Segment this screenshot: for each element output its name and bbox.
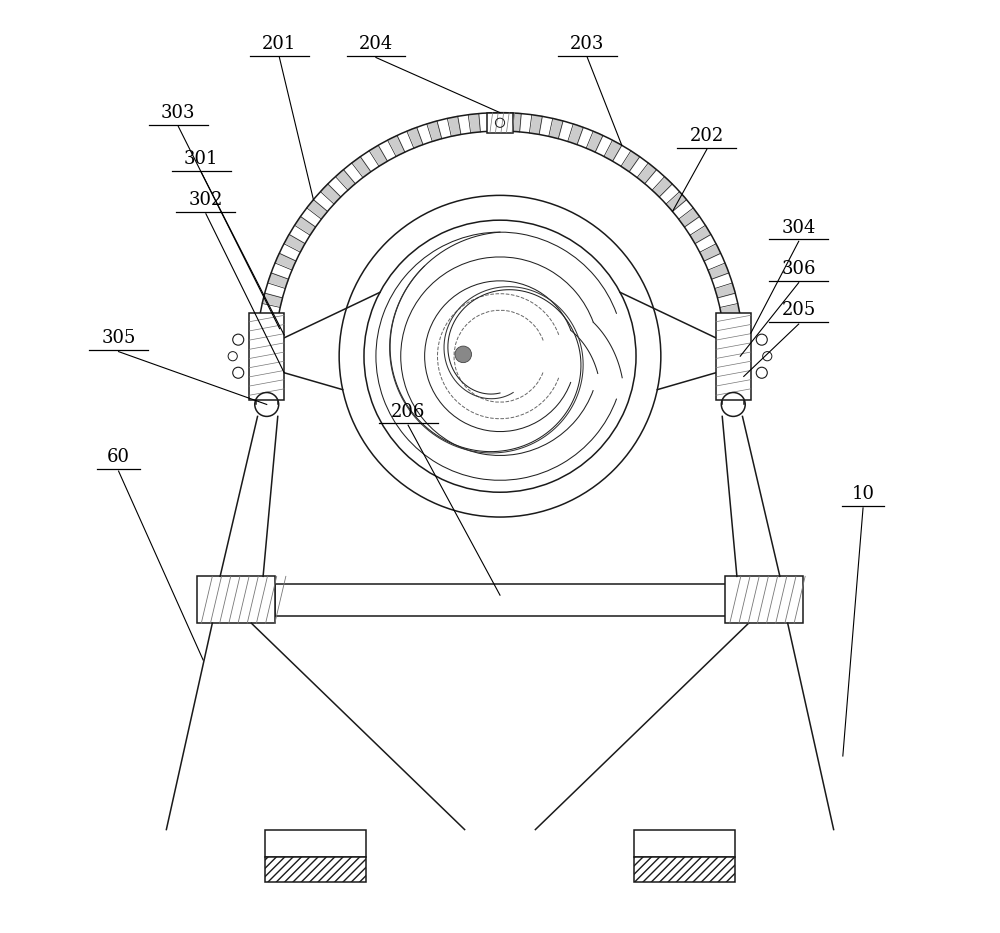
Polygon shape [289,226,310,244]
Polygon shape [360,151,379,172]
Polygon shape [313,191,334,212]
Text: 301: 301 [184,150,219,168]
Polygon shape [637,163,657,184]
Polygon shape [712,273,732,288]
Polygon shape [271,263,292,279]
Text: 203: 203 [570,35,605,53]
Polygon shape [369,146,387,166]
Polygon shape [479,113,490,132]
Polygon shape [260,303,280,317]
Polygon shape [700,244,721,261]
Polygon shape [328,176,348,197]
Polygon shape [529,115,542,134]
Polygon shape [268,273,288,288]
Polygon shape [417,124,432,145]
Polygon shape [257,325,277,337]
Bar [265,857,366,882]
Bar [265,829,366,857]
Polygon shape [723,325,743,337]
Polygon shape [539,117,553,136]
Polygon shape [621,151,640,172]
Text: 204: 204 [359,35,393,53]
Polygon shape [265,283,285,298]
Bar [634,829,735,857]
Polygon shape [458,115,471,134]
Text: 10: 10 [852,485,875,503]
Text: 303: 303 [161,104,196,122]
Polygon shape [652,176,672,197]
Bar [716,313,751,400]
Text: 202: 202 [690,127,724,145]
Polygon shape [684,216,705,235]
Polygon shape [722,313,741,327]
Polygon shape [586,132,603,152]
Polygon shape [407,127,423,148]
Polygon shape [320,184,341,204]
Polygon shape [604,140,622,161]
Polygon shape [300,208,321,227]
Polygon shape [666,191,687,212]
Polygon shape [284,234,305,252]
Polygon shape [500,113,511,132]
Polygon shape [343,163,363,184]
Polygon shape [427,121,442,142]
Polygon shape [645,170,665,190]
Polygon shape [307,200,328,219]
Polygon shape [613,146,631,166]
Polygon shape [558,121,573,142]
Polygon shape [352,157,371,177]
Polygon shape [549,118,563,139]
Polygon shape [510,113,521,132]
Polygon shape [708,263,729,279]
Polygon shape [695,234,716,252]
Polygon shape [378,140,396,161]
Polygon shape [259,313,278,327]
Polygon shape [447,117,461,136]
Polygon shape [437,118,451,139]
Polygon shape [262,293,282,308]
Polygon shape [718,293,738,308]
Polygon shape [720,303,740,317]
Polygon shape [659,184,680,204]
Text: 305: 305 [101,329,136,347]
Bar [249,313,284,400]
Polygon shape [724,335,743,346]
Polygon shape [725,345,744,356]
Polygon shape [257,335,276,346]
Text: 205: 205 [782,301,816,319]
Polygon shape [388,135,405,157]
Bar [197,577,275,623]
Polygon shape [679,208,700,227]
Polygon shape [520,114,532,132]
Polygon shape [595,135,612,157]
Polygon shape [468,114,480,132]
Text: 60: 60 [107,449,130,466]
Text: 306: 306 [781,260,816,278]
Polygon shape [335,170,355,190]
Polygon shape [672,200,693,219]
Polygon shape [275,253,296,270]
Text: 206: 206 [391,402,425,421]
Polygon shape [279,244,300,261]
Polygon shape [397,132,414,152]
Bar [487,113,513,132]
Text: 201: 201 [262,35,297,53]
Text: 302: 302 [189,191,223,209]
Polygon shape [629,157,648,177]
Polygon shape [295,216,316,235]
Bar [634,857,735,882]
Polygon shape [568,124,583,145]
Polygon shape [489,113,500,132]
Polygon shape [690,226,711,244]
Polygon shape [715,283,735,298]
Bar [725,577,803,623]
Polygon shape [256,345,275,356]
Polygon shape [577,127,593,148]
Text: 304: 304 [782,218,816,237]
Circle shape [455,346,472,363]
Polygon shape [704,253,725,270]
